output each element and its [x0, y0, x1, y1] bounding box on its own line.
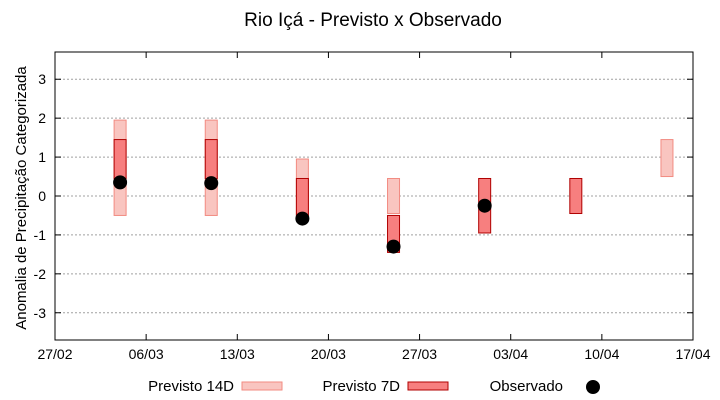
bar-p14-4 — [660, 139, 674, 178]
x-tick-label: 27/02 — [37, 346, 72, 362]
point-obs-3 — [386, 239, 401, 254]
observed-points — [113, 175, 492, 254]
x-tick-label: 06/03 — [129, 346, 164, 362]
legend-swatch-7d — [407, 381, 449, 391]
y-tick-label: -1 — [34, 227, 47, 243]
legend: Previsto 14D Previsto 7D Observado — [148, 378, 600, 395]
y-axis-label: Anomalia de Precipitação Categorizada — [13, 66, 30, 330]
y-tick-label: 3 — [38, 71, 46, 87]
bar-p7-0 — [113, 139, 127, 179]
y-tick-label: 1 — [38, 149, 46, 165]
bar-p7-1 — [204, 139, 218, 179]
point-obs-2 — [295, 211, 310, 226]
point-obs-4 — [477, 198, 492, 213]
legend-label-7d: Previsto 7D — [322, 378, 400, 395]
x-tick-label: 13/03 — [220, 346, 255, 362]
legend-label-14d: Previsto 14D — [148, 378, 234, 395]
bar-p7-5 — [569, 177, 583, 215]
bar-p7-2 — [295, 177, 309, 216]
grid-lines — [55, 78, 693, 314]
bars — [113, 119, 674, 253]
x-tick-label: 03/04 — [493, 346, 528, 362]
x-tick-label: 10/04 — [584, 346, 619, 362]
x-tick-label: 27/03 — [402, 346, 437, 362]
x-tick-label: 17/04 — [675, 346, 710, 362]
x-tick-label: 20/03 — [311, 346, 346, 362]
legend-label-observed: Observado — [490, 378, 563, 395]
y-tick-label: 0 — [38, 188, 46, 204]
legend-swatch-14d — [241, 381, 283, 391]
chart-title: Rio Içá - Previsto x Observado — [244, 10, 502, 31]
point-obs-0 — [113, 175, 128, 190]
y-tick-label: -2 — [34, 266, 47, 282]
point-obs-1 — [204, 176, 219, 191]
tick-labels: -3 -2 -1 0 1 2 3 27/02 06/03 13/03 20/03 27/03 03/04… — [34, 52, 711, 362]
legend-marker-observed — [586, 380, 600, 394]
plot-frame — [54, 51, 694, 341]
bar-p14-3 — [387, 177, 401, 215]
y-tick-label: 2 — [38, 110, 46, 126]
y-tick-label: -3 — [34, 305, 47, 321]
